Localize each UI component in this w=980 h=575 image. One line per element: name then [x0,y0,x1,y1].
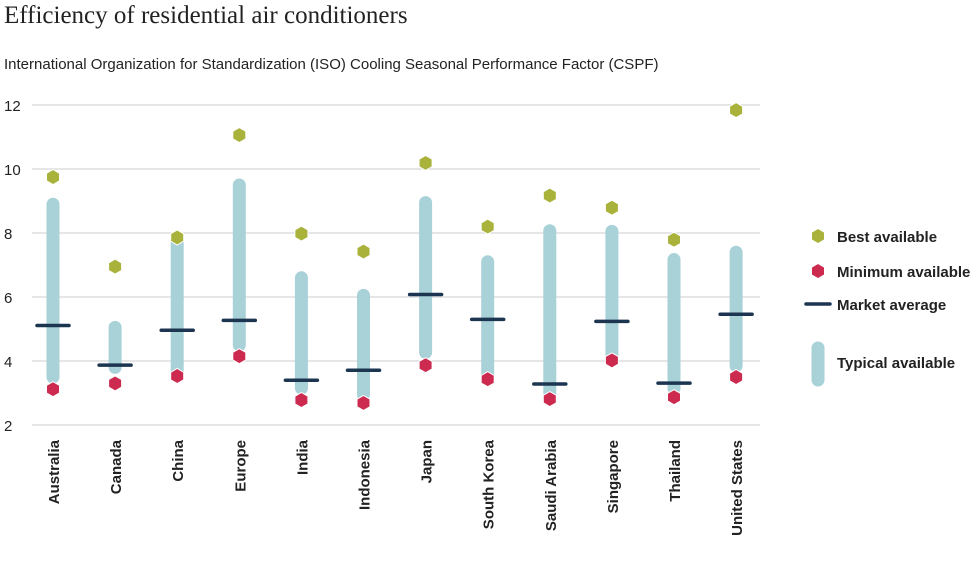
legend-average-label: Market average [837,297,946,314]
minimum-point [542,391,557,408]
x-category-label: Japan [419,440,436,483]
best-point [542,187,557,204]
best-point [232,127,247,144]
best-point [480,218,495,235]
legend-typical-label: Typical available [837,355,955,372]
minimum-point [108,375,123,392]
minimum-point [46,381,60,398]
y-tick-label: 10 [4,162,21,179]
x-category-label: South Korea [481,439,498,529]
y-tick-label: 12 [4,98,21,115]
best-point [170,229,185,246]
best-point [667,231,681,248]
legend-best-label: Best available [837,229,937,246]
best-point [108,258,123,275]
y-tick-label: 2 [4,418,12,435]
x-category-label: Singapore [605,440,622,513]
best-point [46,168,60,186]
x-category-label: Europe [232,440,249,492]
x-category-label: Canada [108,439,125,494]
minimum-point [356,394,371,411]
legend-minimum-icon [811,262,825,280]
best-point [418,154,433,171]
y-tick-label: 4 [4,354,12,371]
x-category-label: India [294,439,311,475]
minimum-point [604,352,619,369]
best-point [356,243,371,260]
best-point [604,199,619,216]
x-category-label: Australia [46,439,63,504]
minimum-point [480,371,495,388]
best-point [729,102,744,119]
x-category-label: Thailand [667,440,684,502]
chart-title: Efficiency of residential air conditione… [4,2,408,29]
minimum-point [232,348,247,365]
best-point [294,225,309,242]
minimum-point [294,391,309,409]
minimum-point [418,357,433,374]
x-category-label: Saudi Arabia [543,439,560,531]
minimum-point [170,367,185,385]
x-category-label: Indonesia [357,439,374,510]
legend-best-icon [811,227,825,245]
x-category-label: China [170,439,187,481]
legend-minimum-label: Minimum available [837,264,970,281]
chart-subtitle: International Organization for Standardi… [4,56,659,73]
x-category-label: United States [729,440,746,536]
minimum-point [667,389,681,406]
y-tick-label: 8 [4,226,12,243]
minimum-point [729,368,744,386]
y-tick-label: 6 [4,290,12,307]
